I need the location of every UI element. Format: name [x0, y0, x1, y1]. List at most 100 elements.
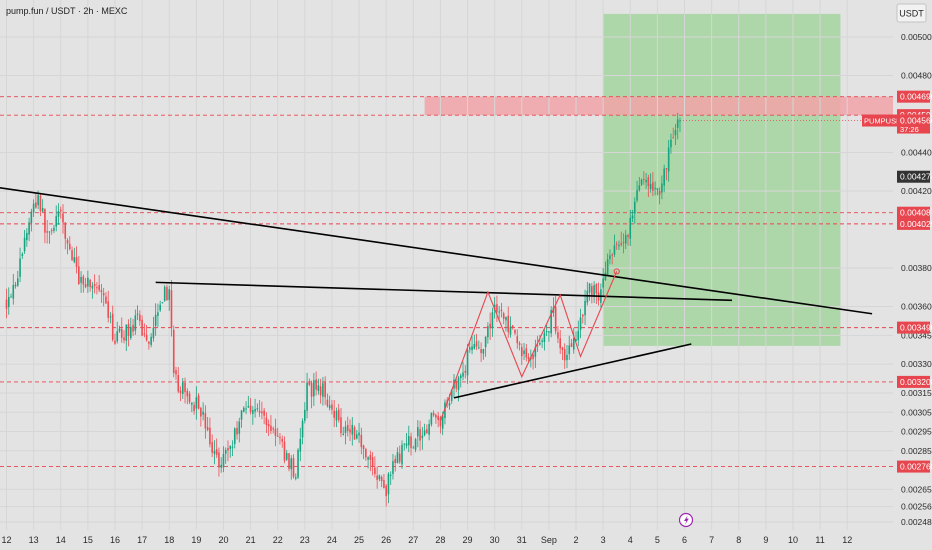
candle-body [28, 222, 30, 235]
candle-body [172, 329, 175, 373]
candle-body [143, 333, 146, 335]
candle-body [123, 337, 125, 341]
candle-body [389, 474, 392, 476]
candle-body [84, 284, 87, 288]
candle-body [410, 436, 412, 448]
time-tick-label: 3 [601, 535, 606, 545]
currency-button-label[interactable]: USDT [899, 9, 924, 19]
trendline[interactable] [453, 343, 692, 399]
time-tick-label: 6 [682, 535, 687, 545]
candle-body [258, 410, 261, 413]
candle-body [633, 201, 636, 214]
candle-body [613, 245, 616, 255]
time-tick-label: 27 [408, 535, 418, 545]
candle-body [301, 421, 304, 438]
candle-body [281, 438, 284, 442]
drawings-layer [0, 187, 873, 422]
zones-layer [424, 13, 893, 346]
time-axis-labels: 12 13 14 15 16 17 18 19 20 21 22 23 24 25 26 27 28 29 30 31… [1, 535, 852, 545]
candle-body [509, 326, 512, 335]
key-level-badge: 0.003208 [900, 377, 932, 387]
candle-body [462, 372, 464, 377]
candle-body [548, 331, 550, 333]
candle-body [394, 459, 397, 463]
candle-body [168, 289, 171, 301]
candle-body [98, 285, 100, 291]
price-axis[interactable] [893, 0, 932, 530]
crosshair-price-badge: 0.004274 [900, 172, 932, 182]
lightning-icon[interactable] [678, 512, 694, 528]
candle-body [349, 429, 351, 433]
candle-body [279, 437, 281, 439]
candle-body [184, 382, 186, 392]
candle-body [586, 290, 589, 303]
candle-body [82, 276, 85, 285]
candle-body [627, 234, 629, 237]
pattern-zigzag[interactable] [439, 271, 618, 422]
candle-body [308, 381, 311, 385]
candle-body [195, 397, 198, 409]
candle-body [39, 195, 42, 211]
candle-body [102, 293, 105, 296]
last-price-symbol-background [862, 114, 897, 127]
candle-body [75, 257, 78, 267]
candle-body [111, 313, 114, 340]
candle-body [620, 243, 623, 245]
candle-body [261, 411, 263, 414]
candle-body [591, 286, 593, 295]
candle-body [491, 312, 494, 329]
trendline[interactable] [0, 187, 873, 315]
currency-button-frame[interactable] [896, 3, 927, 23]
candle-body [577, 330, 580, 341]
candle-body [240, 410, 243, 420]
candle-body [134, 315, 137, 331]
candle-body [466, 349, 469, 376]
candle-body [57, 211, 60, 217]
candle-body [87, 277, 89, 287]
time-axis[interactable] [0, 530, 932, 550]
candle-body [353, 427, 356, 440]
key-level-badge-background [897, 217, 930, 230]
candle-body [398, 453, 401, 462]
candle-body [209, 427, 211, 445]
candle-body [46, 231, 48, 233]
trendline[interactable] [155, 281, 732, 302]
candle-body [351, 424, 354, 435]
candle-body [518, 343, 521, 345]
time-tick-label: 23 [300, 535, 310, 545]
candle-body [175, 370, 177, 375]
candle-body [290, 458, 293, 470]
last-price-countdown: 37:26 [900, 125, 919, 134]
candle-body [487, 326, 489, 338]
candle-body [414, 439, 417, 450]
candle-body [294, 477, 297, 479]
time-tick-label: 7 [709, 535, 714, 545]
candle-body [658, 190, 661, 195]
candle-body [64, 222, 67, 239]
candle-body [371, 457, 374, 467]
time-tick-label: 2 [574, 535, 579, 545]
candle-body [109, 316, 112, 318]
currency-button[interactable]: USDT [896, 3, 927, 23]
candle-body [100, 290, 103, 293]
candle-body [116, 331, 119, 342]
candle-body [667, 147, 670, 172]
candle-body [374, 467, 376, 475]
lightning-icon-bolt[interactable] [684, 515, 689, 525]
candle-body [550, 309, 552, 334]
symbol-label: pump.fun / USDT · 2h · MEXC [6, 6, 128, 16]
candle-body [267, 423, 270, 427]
candle-body [120, 328, 123, 338]
candle-body [231, 446, 234, 448]
candle-body [511, 325, 514, 328]
candle-body [464, 370, 467, 373]
resistance-zone [424, 96, 893, 116]
candle-body [498, 311, 500, 313]
candle-body [545, 331, 548, 333]
time-tick-label: 19 [191, 535, 201, 545]
candle-body [654, 187, 656, 189]
candle-body [604, 272, 607, 280]
